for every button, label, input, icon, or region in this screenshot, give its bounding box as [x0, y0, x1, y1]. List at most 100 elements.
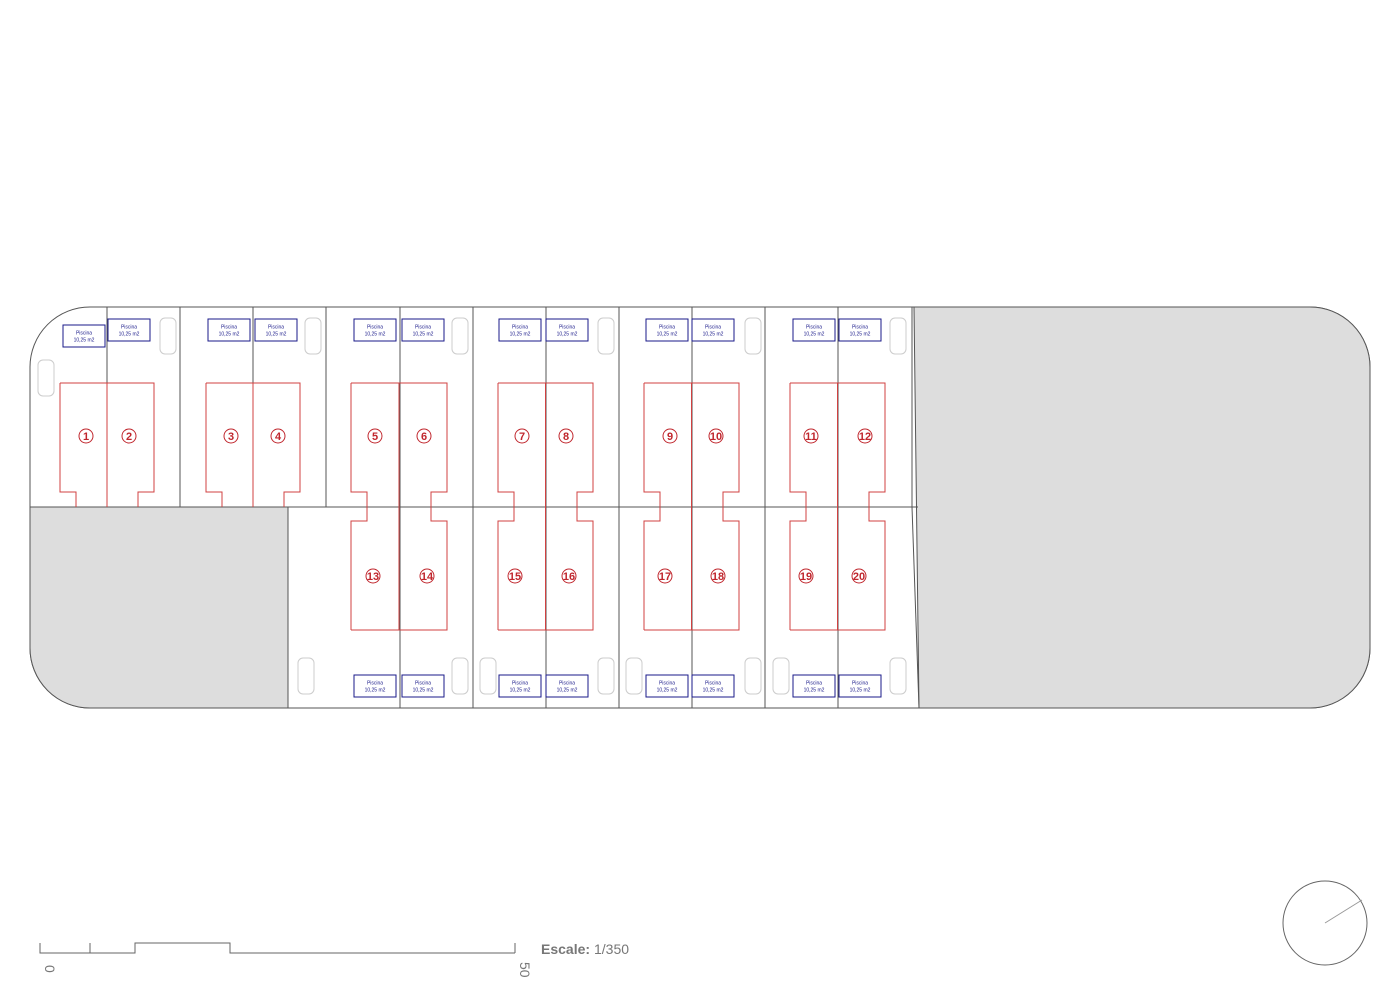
pool-label: Piscina: [367, 680, 383, 686]
lot-number: 14: [421, 571, 434, 583]
scale-start: 0: [42, 965, 58, 973]
pool-label: Piscina: [705, 324, 721, 330]
lot-marker: [270, 428, 286, 444]
lot-marker: [798, 568, 814, 584]
lot-number: 20: [853, 571, 865, 583]
pool-area: 10,25 m2: [703, 331, 724, 337]
lot-number: 15: [509, 571, 521, 583]
lot-marker: [662, 428, 678, 444]
pool: [838, 318, 882, 342]
pool: [838, 674, 882, 698]
lot-marker: [561, 568, 577, 584]
common-area: [913, 306, 1371, 709]
lot-number: 7: [519, 431, 525, 443]
house: [643, 507, 740, 631]
pool-area: 10,25 m2: [657, 331, 678, 337]
pool-label: Piscina: [512, 680, 528, 686]
pool-area: 10,25 m2: [850, 687, 871, 693]
pool-area: 10,25 m2: [74, 337, 95, 343]
scale-bar: [39, 942, 516, 954]
pool: [107, 318, 151, 342]
parking-car: [772, 657, 790, 695]
pool-area: 10,25 m2: [266, 331, 287, 337]
pool: [545, 318, 589, 342]
lot-marker: [514, 428, 530, 444]
pool: [62, 324, 106, 348]
pool: [498, 674, 542, 698]
lot-number: 18: [712, 571, 724, 583]
pool-label: Piscina: [367, 324, 383, 330]
parking-car: [297, 657, 315, 695]
lot-number: 19: [800, 571, 812, 583]
lot-number: 2: [126, 431, 132, 443]
lot-marker: [851, 568, 867, 584]
house: [350, 507, 448, 631]
lot-number: 5: [372, 431, 378, 443]
pool-label: Piscina: [76, 330, 92, 336]
lot-marker: [803, 428, 819, 444]
pool-label: Piscina: [415, 680, 431, 686]
lot-marker: [710, 568, 726, 584]
parking-car: [479, 657, 497, 695]
pool-label: Piscina: [705, 680, 721, 686]
parking-car: [597, 657, 615, 695]
house: [789, 507, 886, 631]
lot-marker: [367, 428, 383, 444]
pool: [645, 674, 689, 698]
lot-marker: [558, 428, 574, 444]
lot-number: 11: [805, 431, 817, 443]
pool-area: 10,25 m2: [413, 687, 434, 693]
house: [350, 382, 448, 507]
parking-car: [37, 359, 55, 397]
lot-marker: [657, 568, 673, 584]
pool: [254, 318, 298, 342]
pool-area: 10,25 m2: [365, 331, 386, 337]
lot-number: 12: [859, 431, 871, 443]
pool: [691, 674, 735, 698]
lot-number: 9: [667, 431, 673, 443]
lot-marker: [416, 428, 432, 444]
pool-area: 10,25 m2: [365, 687, 386, 693]
pool-label: Piscina: [559, 324, 575, 330]
north-arrow-needle: [1324, 899, 1363, 924]
pool-area: 10,25 m2: [413, 331, 434, 337]
lot-number: 3: [228, 431, 234, 443]
pool-area: 10,25 m2: [703, 687, 724, 693]
lot-marker: [223, 428, 239, 444]
pool-area: 10,25 m2: [557, 331, 578, 337]
lot-marker: [419, 568, 435, 584]
scale-label: Escale:: [541, 941, 590, 957]
parking-car: [889, 317, 907, 355]
pool-area: 10,25 m2: [557, 687, 578, 693]
lot-marker: [708, 428, 724, 444]
lot-number: 6: [421, 431, 427, 443]
parking-car: [744, 317, 762, 355]
pool-area: 10,25 m2: [510, 687, 531, 693]
parking-car: [597, 317, 615, 355]
lot-divider: [911, 506, 920, 709]
pool: [401, 674, 445, 698]
pool-area: 10,25 m2: [119, 331, 140, 337]
pool: [401, 318, 445, 342]
pool-label: Piscina: [852, 324, 868, 330]
lot-marker: [857, 428, 873, 444]
pool-label: Piscina: [559, 680, 575, 686]
house: [497, 507, 594, 631]
parking-car: [889, 657, 907, 695]
north-arrow: [1282, 880, 1368, 966]
pool: [353, 674, 397, 698]
pool-area: 10,25 m2: [804, 687, 825, 693]
pool-area: 10,25 m2: [219, 331, 240, 337]
parking-car: [744, 657, 762, 695]
lot-marker: [121, 428, 137, 444]
pool: [498, 318, 542, 342]
parking-car: [625, 657, 643, 695]
parking-car: [451, 317, 469, 355]
pool-label: Piscina: [806, 680, 822, 686]
parking-car: [451, 657, 469, 695]
pool-label: Piscina: [415, 324, 431, 330]
lot-marker: [365, 568, 381, 584]
lot-marker: [507, 568, 523, 584]
